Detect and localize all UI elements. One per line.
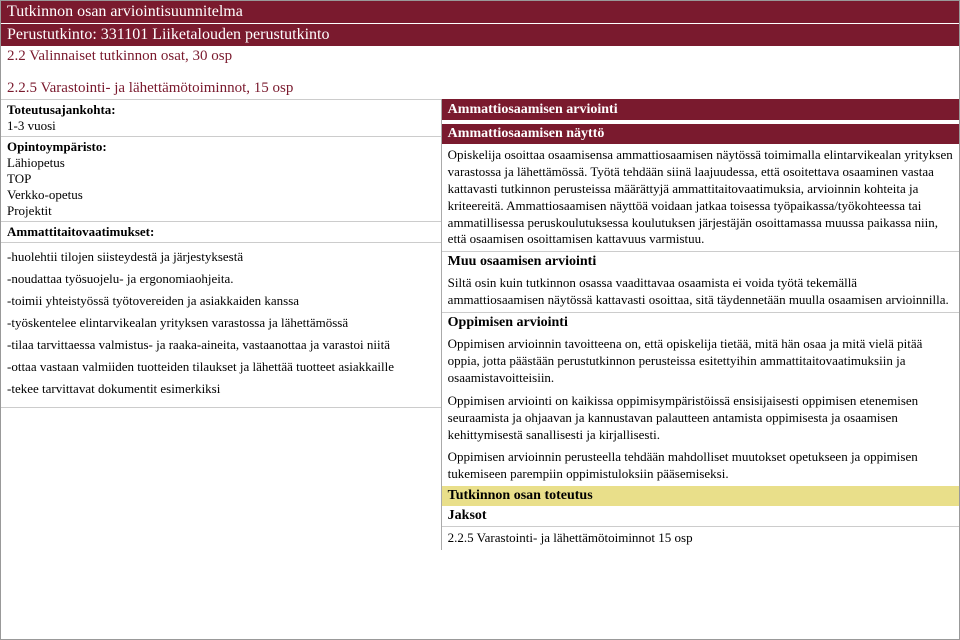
toteutus-block: Toteutusajankohta: 1-3 vuosi <box>1 99 441 137</box>
opinto-3: Verkko-opetus <box>7 187 83 202</box>
right-column: Ammattiosaamisen arviointi Ammattiosaami… <box>442 99 959 550</box>
bullet-6: -ottaa vastaan valmiiden tuotteiden tila… <box>1 359 441 375</box>
opinto-4: Projektit <box>7 203 52 218</box>
heading-oppimisen: Oppimisen arviointi <box>442 313 959 333</box>
band-naytto: Ammattiosaamisen näyttö <box>442 124 959 144</box>
title-band-1: Tutkinnon osan arviointisuunnitelma <box>1 1 959 23</box>
para-3: Oppimisen arvioinnin tavoitteena on, ett… <box>442 333 959 390</box>
ammatti-label-cell: Ammattitaitovaatimukset: <box>1 222 441 243</box>
toteutus-value: 1-3 vuosi <box>7 118 56 133</box>
bullet-1: -huolehtii tilojen siisteydestä ja järje… <box>1 249 441 265</box>
heading-muu: Muu osaamisen arviointi <box>442 251 959 272</box>
last-line: 2.2.5 Varastointi- ja lähettämötoiminnot… <box>442 527 959 550</box>
bullet-5: -tilaa tarvittaessa valmistus- ja raaka-… <box>1 337 441 353</box>
band-arviointi: Ammattiosaamisen arviointi <box>442 99 959 120</box>
document-container: Tutkinnon osan arviointisuunnitelma Peru… <box>0 0 960 640</box>
opinto-label: Opintoympäristo: <box>7 139 107 154</box>
jaksot-label: Jaksot <box>442 506 959 527</box>
bullet-block: -huolehtii tilojen siisteydestä ja järje… <box>1 249 441 408</box>
toteutus-label: Toteutusajankohta: <box>7 102 116 117</box>
opinto-2: TOP <box>7 171 31 186</box>
opinto-block: Opintoympäristo: Lähiopetus TOP Verkko-o… <box>1 137 441 222</box>
para-1: Opiskelija osoittaa osaamisensa ammattio… <box>442 144 959 251</box>
section-title: 2.2.5 Varastointi- ja lähettämötoiminnot… <box>1 74 959 99</box>
main-columns: Toteutusajankohta: 1-3 vuosi Opintoympär… <box>1 99 959 550</box>
bullet-2: -noudattaa työsuojelu- ja ergonomiaohjei… <box>1 271 441 287</box>
para-2: Siltä osin kuin tutkinnon osassa vaaditt… <box>442 272 959 313</box>
left-column: Toteutusajankohta: 1-3 vuosi Opintoympär… <box>1 99 442 550</box>
para-4: Oppimisen arviointi on kaikissa oppimisy… <box>442 390 959 447</box>
bullet-7: -tekee tarvittavat dokumentit esimerkiks… <box>1 381 441 397</box>
opinto-1: Lähiopetus <box>7 155 65 170</box>
bullet-3: -toimii yhteistyössä työtovereiden ja as… <box>1 293 441 309</box>
subheader: 2.2 Valinnaiset tutkinnon osat, 30 osp <box>1 47 959 66</box>
para-5: Oppimisen arvioinnin perusteella tehdään… <box>442 446 959 486</box>
title-band-2: Perustutkinto: 331101 Liiketalouden peru… <box>1 24 959 46</box>
bullet-4: -työskentelee elintarvikealan yrityksen … <box>1 315 441 331</box>
yellow-band: Tutkinnon osan toteutus <box>442 486 959 506</box>
ammatti-label: Ammattitaitovaatimukset: <box>7 224 154 239</box>
